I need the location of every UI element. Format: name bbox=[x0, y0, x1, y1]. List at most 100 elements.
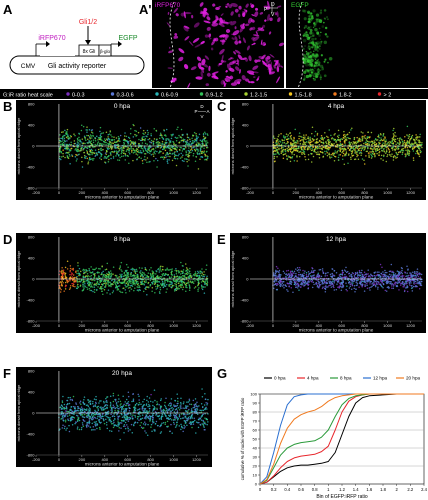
scatter-point bbox=[343, 163, 346, 166]
scatter-point bbox=[326, 147, 329, 150]
scatter-point bbox=[319, 284, 321, 286]
scatter-point bbox=[400, 282, 402, 285]
scatter-point bbox=[106, 280, 108, 282]
scatter-point bbox=[120, 146, 122, 149]
scatter-point bbox=[102, 287, 104, 290]
scatter-point bbox=[306, 282, 309, 285]
scatter-point bbox=[115, 137, 118, 139]
scatter-point bbox=[382, 271, 384, 273]
scatter-point bbox=[59, 150, 62, 153]
EGFP-nucleus bbox=[310, 26, 312, 28]
scatter-point bbox=[154, 281, 157, 284]
scatter-point bbox=[369, 147, 372, 149]
scatter-point bbox=[349, 156, 352, 159]
scatter-point bbox=[188, 147, 190, 149]
iRFP-nucleus bbox=[226, 63, 232, 71]
scatter-point bbox=[328, 139, 330, 141]
scatter-point bbox=[201, 139, 204, 142]
scatter-point bbox=[117, 154, 120, 157]
scatter-point bbox=[115, 141, 117, 143]
scatter-point bbox=[356, 279, 358, 282]
scatter-point bbox=[348, 142, 351, 145]
scatter-point bbox=[203, 150, 205, 152]
scatter-point bbox=[342, 150, 345, 152]
scatter-point bbox=[317, 272, 319, 274]
scatter-point bbox=[97, 148, 100, 151]
scatter-point bbox=[204, 131, 206, 134]
scatter-point bbox=[343, 133, 345, 136]
scatter-point bbox=[168, 269, 171, 271]
scatter-point bbox=[290, 276, 293, 278]
scatter-point bbox=[88, 157, 91, 160]
scatter-point bbox=[183, 276, 186, 278]
scatter-point bbox=[367, 269, 369, 271]
x-tick-label: 0 bbox=[272, 190, 275, 195]
scatter-point bbox=[407, 268, 409, 270]
scatter-point bbox=[368, 142, 370, 144]
scatter-point bbox=[356, 271, 359, 274]
scatter-point bbox=[163, 284, 166, 286]
scatter-point bbox=[164, 156, 166, 159]
scatter-point bbox=[345, 137, 347, 139]
scatter-point bbox=[124, 289, 127, 291]
scatter-point bbox=[204, 133, 207, 135]
scatter-point bbox=[373, 152, 376, 155]
scatter-point bbox=[331, 272, 333, 275]
scatter-point bbox=[146, 157, 149, 159]
panel-label-a-prime: A' bbox=[139, 2, 152, 17]
scatter-point bbox=[84, 157, 86, 159]
scatter-point bbox=[305, 271, 308, 274]
scatter-point bbox=[293, 153, 295, 156]
scatter-point bbox=[60, 156, 63, 158]
scatter-point bbox=[141, 282, 144, 285]
scatter-point bbox=[204, 280, 206, 282]
scatter-point bbox=[205, 142, 207, 144]
scatter-point bbox=[132, 136, 135, 138]
scatter-point bbox=[166, 141, 168, 144]
scatter-point bbox=[418, 141, 420, 144]
scatter-point bbox=[276, 151, 279, 153]
scatter-point bbox=[120, 282, 122, 284]
scatter-point bbox=[149, 273, 152, 276]
scatter-point bbox=[349, 285, 352, 288]
scatter-point bbox=[99, 133, 102, 135]
scatter-point bbox=[369, 136, 371, 138]
scatter-point bbox=[290, 272, 292, 274]
scatter-point bbox=[412, 271, 414, 274]
iRFP-nucleus bbox=[211, 71, 219, 75]
scatter-point bbox=[355, 288, 357, 290]
scatter-point bbox=[99, 148, 102, 150]
scatter-point bbox=[61, 277, 64, 279]
scatter-point bbox=[124, 279, 127, 281]
scatter-point bbox=[277, 141, 279, 143]
scatter-point bbox=[176, 287, 178, 289]
scatter-point bbox=[64, 288, 67, 290]
scatter-point bbox=[277, 283, 279, 285]
scatter-point bbox=[61, 137, 64, 139]
scatter-point bbox=[324, 153, 327, 155]
scatter-point bbox=[410, 285, 413, 287]
scatter-point bbox=[390, 274, 392, 276]
scatter-point bbox=[189, 138, 191, 141]
scatter-point bbox=[94, 139, 97, 142]
scatter-point bbox=[139, 139, 142, 142]
scatter-point bbox=[91, 286, 94, 288]
scatter-point bbox=[163, 282, 166, 285]
scatter-point bbox=[412, 285, 415, 288]
scatter-point bbox=[61, 266, 63, 269]
scatter-point bbox=[288, 285, 290, 287]
EGFP-nucleus bbox=[316, 68, 321, 73]
scatter-point bbox=[286, 158, 288, 161]
scatter-point bbox=[175, 145, 177, 148]
scatter-point bbox=[359, 144, 362, 147]
scatter-point bbox=[313, 150, 315, 153]
scatter-point bbox=[171, 282, 173, 285]
x-tick-label: 400 bbox=[101, 323, 108, 328]
EGFP-nucleus bbox=[312, 32, 314, 34]
scatter-point bbox=[105, 285, 107, 287]
iRFP-nucleus bbox=[212, 39, 217, 42]
scatter-point bbox=[72, 267, 75, 270]
scatter-point bbox=[275, 283, 277, 285]
scatter-point bbox=[341, 148, 344, 150]
scatter-point bbox=[393, 135, 395, 138]
